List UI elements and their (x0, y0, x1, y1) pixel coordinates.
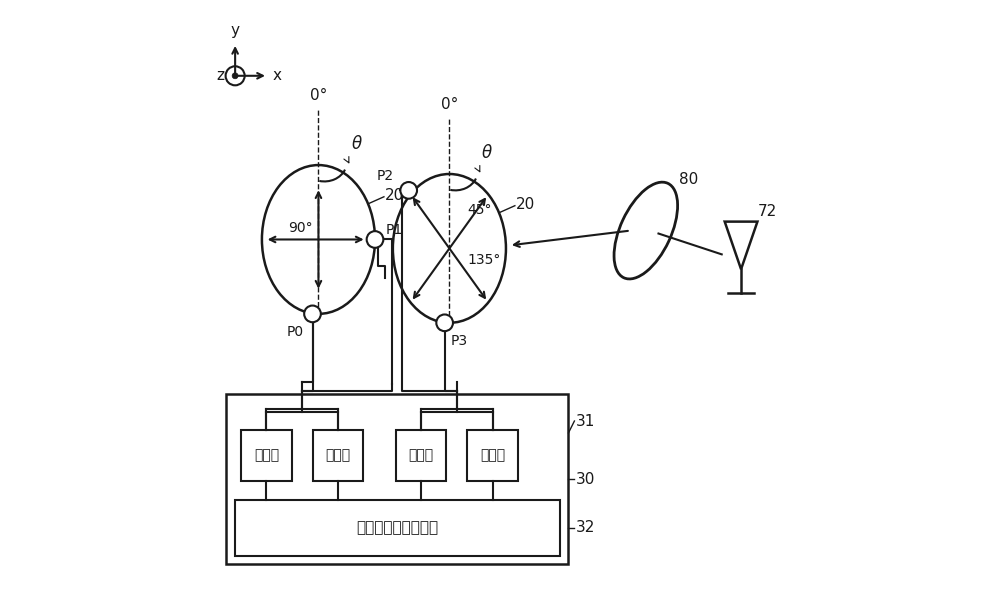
Text: 接收机: 接收机 (409, 448, 434, 462)
Text: 接收机: 接收机 (325, 448, 350, 462)
Bar (235, 499, 560, 556)
Text: θ: θ (351, 135, 361, 153)
Text: 接收电平比较判定部: 接收电平比较判定部 (356, 520, 438, 535)
Text: 20: 20 (516, 197, 535, 212)
Text: 72: 72 (758, 204, 777, 219)
Text: 0°: 0° (310, 87, 327, 103)
Text: 135°: 135° (467, 253, 501, 267)
Text: 接收机: 接收机 (254, 448, 279, 462)
Bar (467, 430, 518, 481)
Text: 45°: 45° (467, 203, 492, 218)
Circle shape (400, 182, 417, 199)
Circle shape (304, 306, 321, 322)
Bar (241, 430, 292, 481)
Text: 30: 30 (576, 472, 595, 487)
Text: P3: P3 (451, 334, 468, 347)
Bar (313, 430, 363, 481)
Text: z: z (216, 68, 224, 83)
Text: P2: P2 (377, 169, 394, 183)
Text: P0: P0 (286, 325, 304, 338)
Text: 20: 20 (385, 188, 404, 203)
Circle shape (436, 315, 453, 331)
Text: 接收机: 接收机 (480, 448, 505, 462)
Text: x: x (273, 68, 282, 83)
Circle shape (232, 73, 238, 79)
Text: 90°: 90° (288, 221, 313, 235)
Text: 31: 31 (576, 414, 595, 429)
Bar (396, 430, 446, 481)
Text: θ: θ (482, 144, 492, 162)
Bar (226, 394, 568, 564)
Text: 0°: 0° (441, 96, 458, 111)
Text: y: y (231, 23, 240, 38)
Text: 32: 32 (576, 520, 595, 535)
Text: P1: P1 (386, 223, 403, 237)
Text: 80: 80 (679, 172, 698, 187)
Circle shape (367, 231, 383, 248)
